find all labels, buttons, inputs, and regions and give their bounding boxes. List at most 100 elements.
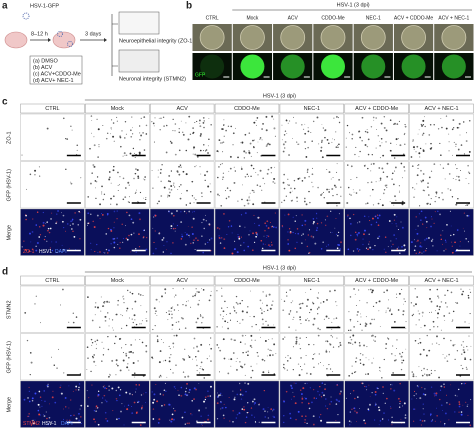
speckle bbox=[463, 346, 465, 348]
speckle bbox=[184, 327, 187, 329]
speckle bbox=[467, 241, 469, 243]
speckle bbox=[325, 315, 328, 318]
speckle bbox=[413, 305, 415, 307]
speckle bbox=[56, 213, 58, 215]
speckle bbox=[168, 310, 170, 312]
speckle bbox=[108, 171, 111, 173]
speckle bbox=[368, 359, 370, 361]
speckle bbox=[199, 166, 201, 168]
speckle bbox=[405, 321, 407, 323]
speckle bbox=[247, 245, 250, 248]
row-label: GFP (HSV-1) bbox=[6, 341, 12, 373]
speckle bbox=[320, 413, 322, 416]
speckle bbox=[430, 225, 432, 228]
speckle bbox=[332, 195, 334, 197]
speckle bbox=[159, 129, 161, 131]
speckle bbox=[209, 337, 212, 339]
speckle bbox=[444, 178, 446, 180]
speckle bbox=[345, 397, 347, 399]
speckle bbox=[158, 418, 161, 421]
speckle bbox=[203, 377, 205, 379]
speckle bbox=[303, 363, 306, 365]
speckle bbox=[117, 244, 119, 245]
speckle bbox=[123, 424, 125, 426]
speckle bbox=[308, 319, 310, 322]
speckle bbox=[162, 360, 164, 362]
speckle bbox=[251, 325, 253, 328]
speckle bbox=[354, 410, 356, 412]
speckle bbox=[370, 163, 372, 165]
speckle bbox=[362, 354, 364, 356]
speckle bbox=[443, 337, 445, 340]
speckle bbox=[256, 117, 259, 119]
speckle bbox=[163, 186, 166, 189]
speckle bbox=[450, 234, 452, 237]
speckle bbox=[182, 358, 184, 360]
speckle bbox=[415, 216, 417, 218]
speckle bbox=[419, 147, 422, 150]
speckle bbox=[208, 299, 211, 302]
speckle bbox=[304, 418, 307, 421]
speckle bbox=[176, 210, 178, 212]
speckle bbox=[184, 348, 186, 350]
speckle bbox=[96, 214, 99, 217]
speckle bbox=[246, 173, 248, 176]
speckle bbox=[173, 186, 176, 188]
speckle bbox=[71, 218, 74, 221]
speckle bbox=[436, 407, 437, 409]
speckle bbox=[244, 212, 247, 215]
speckle bbox=[420, 246, 423, 248]
speckle bbox=[76, 144, 79, 147]
speckle bbox=[202, 368, 205, 371]
speckle bbox=[159, 350, 162, 353]
speckle bbox=[458, 179, 461, 182]
speckle bbox=[233, 307, 235, 309]
speckle bbox=[112, 135, 115, 138]
speckle bbox=[292, 138, 293, 139]
speckle bbox=[112, 169, 115, 172]
speckle bbox=[80, 404, 83, 407]
speckle bbox=[416, 232, 419, 235]
speckle bbox=[355, 371, 357, 373]
speckle bbox=[418, 251, 421, 254]
speckle bbox=[387, 337, 389, 339]
speckle bbox=[246, 199, 249, 202]
speckle bbox=[416, 145, 419, 148]
speckle bbox=[218, 194, 220, 197]
speckle bbox=[184, 393, 187, 396]
speckle bbox=[145, 199, 147, 200]
speckle bbox=[284, 130, 287, 132]
speckle bbox=[75, 316, 78, 318]
speckle bbox=[138, 212, 141, 215]
legend-label: HSV1 bbox=[39, 249, 52, 255]
column-header-box bbox=[344, 275, 409, 286]
speckle bbox=[163, 245, 165, 247]
speckle bbox=[301, 302, 304, 305]
speckle bbox=[350, 421, 352, 423]
speckle bbox=[122, 298, 125, 300]
speckle bbox=[389, 201, 391, 203]
speckle bbox=[247, 202, 250, 205]
speckle bbox=[218, 236, 221, 239]
speckle bbox=[38, 225, 41, 228]
speckle bbox=[388, 299, 390, 301]
speckle bbox=[116, 120, 118, 122]
speckle bbox=[382, 392, 385, 395]
speckle bbox=[233, 248, 236, 251]
speckle bbox=[152, 227, 154, 229]
speckle bbox=[372, 305, 375, 307]
speckle bbox=[393, 359, 396, 362]
speckle bbox=[349, 424, 351, 426]
speckle bbox=[31, 419, 33, 422]
speckle bbox=[228, 397, 230, 398]
speckle bbox=[268, 370, 270, 372]
speckle bbox=[170, 185, 173, 188]
speckle bbox=[325, 349, 327, 351]
speckle bbox=[421, 387, 423, 389]
speckle bbox=[381, 142, 383, 144]
speckle bbox=[107, 312, 109, 314]
speckle bbox=[349, 329, 352, 332]
speckle bbox=[451, 251, 454, 254]
speckle bbox=[435, 392, 438, 395]
speckle bbox=[255, 172, 257, 173]
